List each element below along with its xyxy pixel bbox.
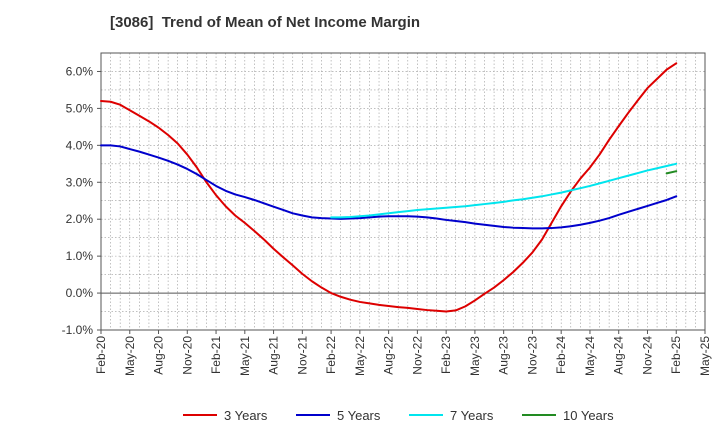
x-tick-label: May-22 [353,336,367,376]
tick-labels: -1.0% 0.0% 1.0% 2.0% 3.0% 4.0% 5.0% 6.0% Feb-20 M… [62,64,712,376]
x-tick-label: May-24 [583,336,597,376]
plot-area [101,53,705,330]
legend-label-10-years: 10 Years [563,408,614,423]
y-tick-label: 2.0% [66,212,94,226]
legend-label-3-years: 3 Years [224,408,268,423]
y-tick-label: 1.0% [66,249,94,263]
series-line-5-years [100,144,678,230]
x-tick-label: Feb-25 [669,336,683,374]
legend-label-5-years: 5 Years [337,408,381,423]
x-tick-label: Nov-21 [295,336,309,375]
x-tick-label: May-23 [468,336,482,376]
legend: 3 Years 5 Years 7 Years 10 Years [183,408,614,423]
series-line-3-years [100,62,678,313]
y-tick-label: -1.0% [62,323,94,337]
y-tick-label: 4.0% [66,138,94,152]
y-tick-label: 5.0% [66,101,94,115]
x-tick-label: Aug-24 [612,336,626,375]
chart-title: [3086] Trend of Mean of Net Income Margi… [110,14,421,31]
grid [101,52,705,331]
x-tick-label: Nov-22 [410,336,424,375]
x-tick-label: Nov-23 [525,336,539,375]
x-tick-label: May-25 [698,336,712,376]
x-tick-label: Feb-23 [439,336,453,374]
x-tick-label: Aug-20 [152,336,166,375]
x-tick-label: Feb-21 [209,336,223,374]
series-line-7-years [330,162,678,219]
x-tick-label: Feb-20 [94,336,108,374]
x-tick-label: Nov-20 [180,336,194,375]
x-tick-label: Feb-24 [554,336,568,374]
y-tick-label: 6.0% [66,64,94,78]
series-line-10-years [665,170,678,175]
x-tick-label: May-21 [238,336,252,376]
axes [97,52,706,334]
x-tick-label: Feb-22 [324,336,338,374]
x-tick-label: Aug-21 [267,336,281,375]
x-tick-label: Nov-24 [640,336,654,375]
y-tick-label: 3.0% [66,175,94,189]
plot-frame [100,52,706,331]
x-tick-label: Aug-23 [497,336,511,375]
x-tick-label: May-20 [123,336,137,376]
series-lines [100,62,678,313]
legend-label-7-years: 7 Years [450,408,494,423]
y-tick-label: 0.0% [66,286,94,300]
x-tick-label: Aug-22 [382,336,396,375]
